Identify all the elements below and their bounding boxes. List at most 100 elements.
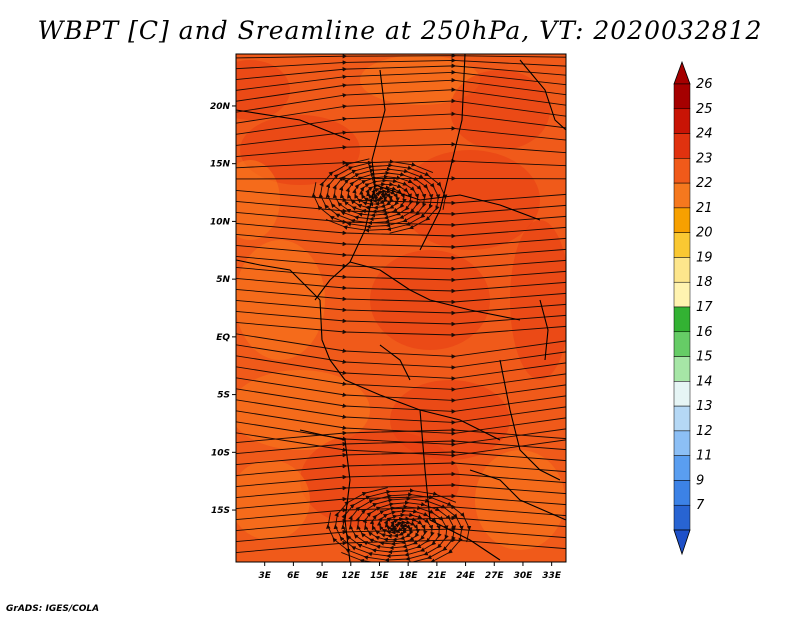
longitude-axis: 3E 6E 9E 12E 15E 18E 21E 24E 27E 30E 33E: [258, 562, 562, 581]
streamline: [236, 482, 566, 499]
colorbar-segment: [673, 381, 691, 407]
colorbar-segment: [673, 356, 691, 382]
streamline: [236, 399, 566, 425]
colorbar-segment: [673, 133, 691, 159]
colorbar-segment: [673, 182, 691, 209]
colorbar-label: 19: [696, 250, 713, 265]
lon-tick-label: 15E: [370, 571, 390, 581]
lon-tick-label: 3E: [258, 571, 271, 581]
colorbar-bottom-arrow: [673, 529, 691, 556]
streamline: [236, 255, 566, 272]
shading-patch: [236, 160, 280, 240]
colorbar-segment: [673, 232, 691, 258]
streamline: [236, 63, 566, 80]
colorbar-segment: [673, 430, 691, 456]
lon-tick-label: 12E: [341, 571, 361, 581]
colorbar-label: 13: [696, 399, 713, 414]
streamline: [236, 244, 566, 261]
colorbar-segment: [673, 257, 691, 283]
map-title: WBPT [C] and Sreamline at 250hPa, VT: 20…: [37, 16, 763, 45]
colorbar-label: 11: [696, 449, 713, 464]
lon-tick-label: 33E: [542, 571, 562, 581]
colorbar-label: 25: [696, 102, 713, 117]
colorbar-label: 26: [696, 77, 713, 92]
shading-patch: [510, 220, 566, 380]
streamline: [236, 344, 566, 370]
shading-patch: [450, 70, 550, 150]
border-line: [319, 299, 346, 381]
grads-credit: GrADS: IGES/COLA: [6, 604, 100, 614]
shading-patch: [236, 240, 325, 360]
colorbar-top-arrow: [673, 60, 691, 85]
lon-tick-label: 6E: [287, 571, 300, 581]
country-borders: [236, 54, 566, 562]
lat-tick-label: 10S: [211, 448, 230, 458]
lat-tick-label: 5S: [217, 391, 230, 401]
colorbar-label: 9: [696, 473, 704, 488]
lat-tick-label: 20N: [210, 102, 231, 112]
streamline: [236, 438, 566, 455]
colorbar-label: 12: [696, 424, 713, 439]
colorbar-segment: [673, 281, 691, 308]
streamline: [236, 54, 566, 59]
streamline: [236, 222, 566, 239]
streamline: [236, 333, 566, 359]
lat-tick-label: EQ: [216, 333, 230, 343]
streamline: [236, 98, 566, 124]
latitude-axis: 20N 15N 10N 5N EQ 5S 10S 15S: [210, 102, 236, 516]
streamline: [236, 288, 566, 305]
map-panel: [235, 53, 567, 563]
streamline: [236, 471, 566, 488]
streamline: [236, 87, 566, 113]
border-line: [469, 469, 566, 521]
border-line: [349, 261, 521, 321]
border-line: [236, 259, 321, 301]
colorbar-segment: [673, 83, 691, 110]
shading-patch: [236, 60, 290, 120]
lon-tick-label: 21E: [428, 571, 448, 581]
border-line: [379, 344, 411, 381]
streamline: [325, 170, 434, 233]
colorbar-segment: [673, 455, 691, 481]
streamline: [236, 77, 566, 102]
colorbar-label: 20: [696, 226, 713, 241]
lon-tick-label: 30E: [514, 571, 534, 581]
colorbar-segment: [673, 306, 691, 333]
colorbar-label: 14: [696, 374, 713, 389]
colorbar-label: 23: [696, 151, 713, 166]
streamline: [236, 388, 566, 414]
lon-tick-label: 24E: [456, 571, 476, 581]
border-line: [236, 109, 351, 141]
colorbar-label: 7: [696, 498, 705, 513]
lon-tick-label: 27E: [485, 571, 505, 581]
colorbar-label: 22: [696, 176, 713, 191]
lat-tick-label: 10N: [210, 217, 231, 227]
colorbar-segment: [673, 405, 691, 432]
border-line: [499, 359, 561, 481]
lon-tick-label: 9E: [316, 571, 329, 581]
streamline: [236, 266, 566, 283]
lat-tick-label: 5N: [216, 275, 230, 285]
streamline: [236, 366, 566, 392]
shading-patch: [236, 460, 310, 540]
colorbar-label: 24: [696, 127, 713, 142]
streamline: [236, 310, 566, 327]
colorbar-segment: [673, 331, 691, 357]
colorbar-segment: [673, 108, 691, 134]
map-frame: [235, 53, 567, 563]
colorbar-segment: [673, 158, 691, 184]
border-line: [314, 69, 386, 301]
lat-tick-label: 15N: [210, 160, 231, 170]
streamline: [236, 321, 566, 338]
colorbar-label: 15: [696, 350, 713, 365]
colorbar-segment: [673, 207, 691, 233]
streamlines: [236, 54, 566, 562]
lon-tick-label: 18E: [399, 571, 419, 581]
streamline: [236, 58, 566, 70]
streamline: [341, 500, 457, 562]
streamline: [236, 277, 566, 294]
border-line: [539, 299, 549, 361]
streamline: [236, 70, 566, 91]
colorbar: 26 25 24 23 22 21 20 19 18 17 16 15 14 13 12 11 9 7: [673, 60, 713, 556]
streamline: [236, 126, 566, 146]
